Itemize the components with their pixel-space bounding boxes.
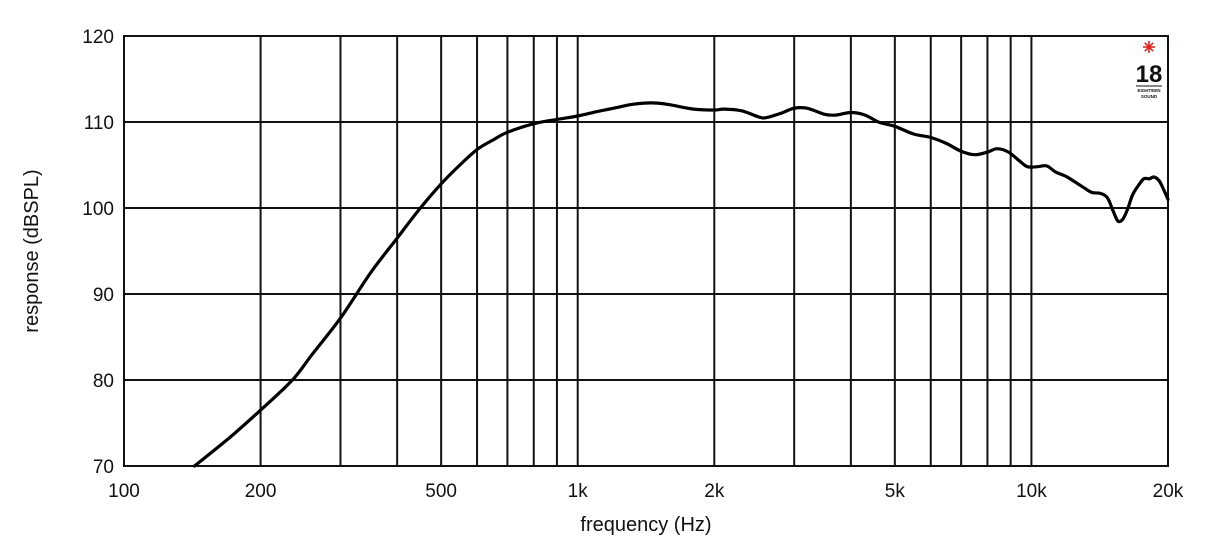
x-tick-labels: 100 200 500 1k 2k 5k 10k 20k [108, 481, 1184, 502]
brand-logo: 18 EIGHTEEN SOUND [1136, 41, 1163, 99]
y-tick-label: 120 [82, 27, 114, 48]
y-tick-label: 110 [84, 113, 114, 134]
logo-number: 18 [1136, 61, 1163, 88]
y-axis-title: response (dBSPL) [21, 169, 43, 332]
grid-layer [124, 36, 1168, 466]
x-tick-label: 200 [245, 481, 277, 502]
x-tick-label: 5k [885, 481, 906, 502]
logo-line-2: SOUND [1141, 94, 1158, 99]
plot-frame [123, 35, 1169, 467]
x-tick-label: 1k [568, 481, 589, 502]
y-tick-label: 70 [93, 457, 114, 478]
y-tick-label: 90 [93, 285, 114, 306]
x-tick-label: 10k [1016, 481, 1047, 502]
logo-line-1: EIGHTEEN [1137, 88, 1160, 93]
y-tick-labels: 70 80 90 100 110 120 [82, 27, 114, 478]
y-tick-label: 80 [93, 371, 114, 392]
x-tick-label: 2k [704, 481, 725, 502]
y-tick-label: 100 [82, 199, 114, 220]
x-axis-title: frequency (Hz) [580, 514, 711, 536]
response-curve [192, 101, 1170, 468]
x-tick-label: 500 [425, 481, 457, 502]
x-tick-label: 100 [108, 481, 140, 502]
star-icon [1143, 41, 1155, 53]
x-tick-label: 20k [1153, 481, 1184, 502]
